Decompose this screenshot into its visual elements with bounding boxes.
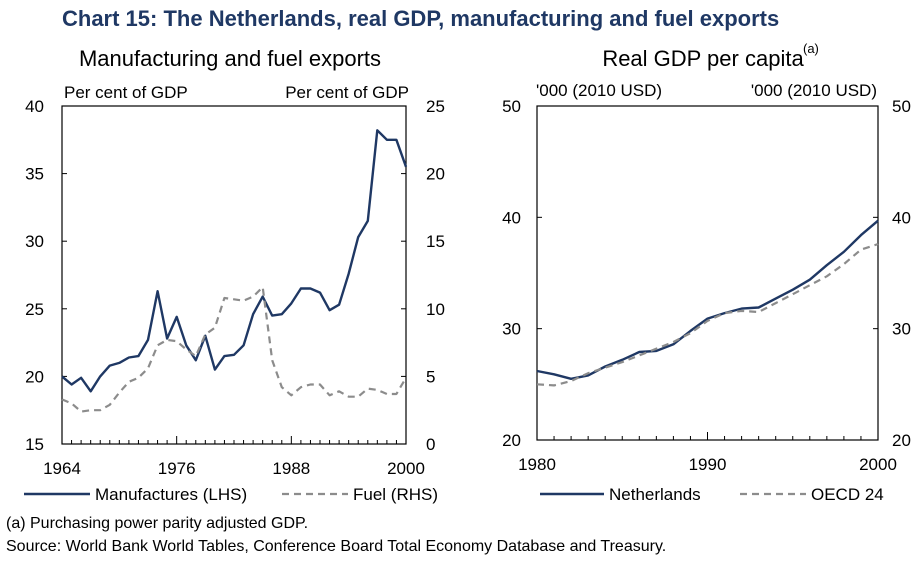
- legend-label-oecd24: OECD 24: [811, 485, 884, 504]
- plot-frame-left: [61, 105, 407, 445]
- y-tick-label-gdp-right: 30: [892, 320, 911, 339]
- x-tick-label-left: 2000: [387, 459, 425, 478]
- x-tick-label-gdp: 1990: [689, 455, 727, 474]
- right-axis-unit-label: Per cent of GDP: [285, 83, 409, 102]
- chart-title: Chart 15: The Netherlands, real GDP, man…: [62, 6, 780, 31]
- y-tick-label-gdp-left: 40: [502, 208, 521, 227]
- x-tick-label-left: 1964: [43, 459, 81, 478]
- left-axis-unit-label: Per cent of GDP: [64, 83, 188, 102]
- legend-label-manufactures: Manufactures (LHS): [95, 485, 247, 504]
- y-tick-label-left: 20: [25, 367, 44, 386]
- y-tick-label-gdp-left: 50: [502, 97, 521, 116]
- y-tick-label-left: 30: [25, 232, 44, 251]
- y-tick-label-left: 40: [25, 97, 44, 116]
- legend-label-netherlands: Netherlands: [609, 485, 701, 504]
- series-line-manufactures: [61, 129, 408, 393]
- panel-title-manufacturing: Manufacturing and fuel exports: [79, 46, 381, 71]
- series-line-netherlands: [536, 219, 879, 380]
- panel-title-footnote-marker: (a): [803, 41, 819, 56]
- y-tick-label-left: 15: [25, 435, 44, 454]
- y-tick-label-right: 20: [426, 165, 445, 184]
- plot-frame-right: [536, 105, 879, 441]
- x-tick-label-left: 1976: [158, 459, 196, 478]
- left-axis-unit-label-gdp: '000 (2010 USD): [536, 81, 662, 100]
- y-tick-label-left: 35: [25, 165, 44, 184]
- x-tick-label-gdp: 2000: [859, 455, 897, 474]
- source-note: Source: World Bank World Tables, Confere…: [6, 538, 667, 555]
- y-tick-label-gdp-left: 30: [502, 320, 521, 339]
- y-tick-label-right: 0: [426, 435, 435, 454]
- footnote: (a) Purchasing power parity adjusted GDP…: [6, 515, 309, 532]
- y-tick-label-right: 15: [426, 232, 445, 251]
- legend-label-fuel: Fuel (RHS): [353, 485, 438, 504]
- y-tick-label-right: 10: [426, 300, 445, 319]
- y-tick-label-gdp-right: 50: [892, 97, 911, 116]
- series-line-fuel: [61, 286, 407, 413]
- x-tick-label-gdp: 1980: [518, 455, 556, 474]
- y-tick-label-gdp-left: 20: [502, 431, 521, 450]
- x-tick-label-left: 1988: [272, 459, 310, 478]
- panel-title-gdp: Real GDP per capita: [602, 46, 804, 71]
- series-line-oecd24: [536, 243, 879, 387]
- y-tick-label-gdp-right: 20: [892, 431, 911, 450]
- y-tick-label-gdp-right: 40: [892, 208, 911, 227]
- y-tick-label-left: 25: [25, 300, 44, 319]
- y-tick-label-right: 5: [426, 367, 435, 386]
- y-tick-label-right: 25: [426, 97, 445, 116]
- right-axis-unit-label-gdp: '000 (2010 USD): [751, 81, 877, 100]
